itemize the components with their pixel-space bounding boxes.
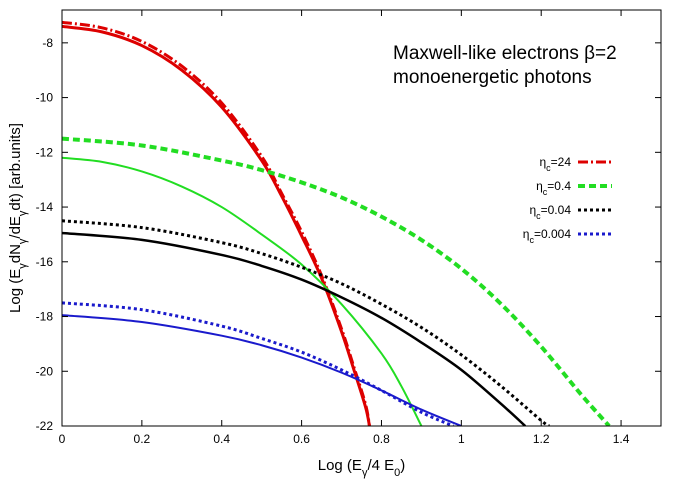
x-tick-label: 1.2 bbox=[533, 432, 550, 446]
y-tick-label: -8 bbox=[42, 36, 53, 50]
x-tick-label: 0 bbox=[59, 432, 66, 446]
annotation-line2: monoenergetic photons bbox=[393, 67, 592, 88]
annotation-line1: Maxwell-like electrons β=2 bbox=[393, 43, 617, 64]
series-line-2 bbox=[62, 24, 371, 426]
y-tick-label: -20 bbox=[36, 364, 54, 378]
legend-label: ηc=0.4 bbox=[536, 179, 571, 197]
x-tick-label: 1.4 bbox=[613, 432, 630, 446]
x-tick-label: 0.6 bbox=[293, 432, 310, 446]
x-tick-label: 1 bbox=[458, 432, 465, 446]
y-axis-title: Log (EγdNγ/dEγdt) [arb.units] bbox=[7, 123, 29, 313]
ticks-layer bbox=[61, 10, 661, 427]
series-line-4 bbox=[62, 156, 423, 426]
series-line-5 bbox=[62, 219, 551, 426]
legend: ηc=24 ηc=0.4 ηc=0.04 ηc=0.004 bbox=[523, 155, 612, 245]
x-tick-label: 0.2 bbox=[134, 432, 151, 446]
labels-layer: 0 0.2 0.4 0.6 0.8 1 1.2 1.4 -8 -10 -12 -14 -16 -18 -20… bbox=[36, 36, 630, 446]
y-tick-label: -14 bbox=[36, 200, 54, 214]
y-tick-label: -16 bbox=[36, 255, 54, 269]
series-line-6 bbox=[62, 231, 527, 426]
x-axis-title: Log (Eγ/4 E0) bbox=[318, 457, 406, 479]
y-tick-label: -12 bbox=[36, 145, 54, 159]
x-tick-label: 0.8 bbox=[373, 432, 390, 446]
legend-label: ηc=0.04 bbox=[529, 203, 571, 221]
y-tick-label: -10 bbox=[36, 91, 54, 105]
x-tick-label: 0.4 bbox=[213, 432, 230, 446]
legend-label: ηc=24 bbox=[539, 155, 571, 173]
legend-label: ηc=0.004 bbox=[523, 227, 572, 245]
plot-frame bbox=[61, 9, 662, 427]
series-line-7 bbox=[62, 301, 454, 426]
y-tick-label: -18 bbox=[36, 310, 54, 324]
y-tick-label: -22 bbox=[36, 419, 54, 433]
series-line-8 bbox=[62, 314, 462, 426]
series-layer bbox=[62, 20, 611, 426]
